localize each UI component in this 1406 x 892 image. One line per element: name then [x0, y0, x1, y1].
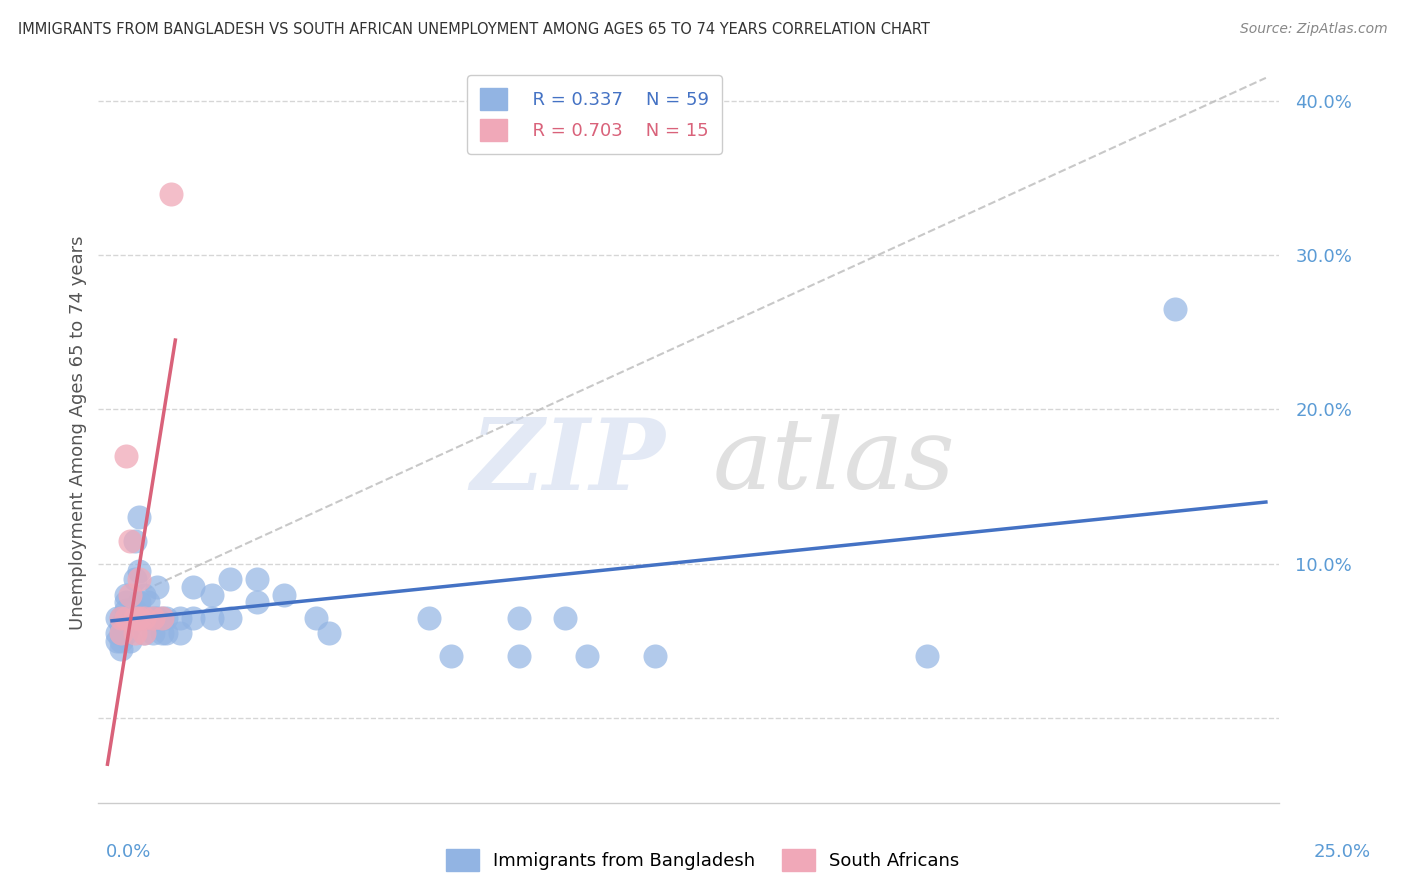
Point	[508, 649, 530, 664]
Text: ZIP: ZIP	[471, 414, 665, 510]
Point	[246, 595, 269, 609]
Point	[114, 626, 136, 640]
Point	[142, 610, 165, 624]
Point	[132, 626, 155, 640]
Y-axis label: Unemployment Among Ages 65 to 74 years: Unemployment Among Ages 65 to 74 years	[69, 235, 87, 630]
Point	[169, 626, 191, 640]
Point	[150, 626, 173, 640]
Point	[159, 186, 181, 201]
Legend:   R = 0.337    N = 59,   R = 0.703    N = 15: R = 0.337 N = 59, R = 0.703 N = 15	[467, 75, 721, 153]
Point	[128, 565, 150, 579]
Point	[440, 649, 463, 664]
Point	[218, 610, 240, 624]
Point	[124, 610, 146, 624]
Point	[114, 603, 136, 617]
Point	[915, 649, 938, 664]
Point	[418, 610, 440, 624]
Point	[110, 610, 132, 624]
Point	[120, 618, 142, 632]
Point	[150, 610, 173, 624]
Point	[120, 610, 142, 624]
Point	[128, 610, 150, 624]
Point	[200, 610, 222, 624]
Point	[246, 572, 269, 586]
Point	[136, 610, 159, 624]
Point	[136, 595, 159, 609]
Point	[110, 618, 132, 632]
Point	[132, 610, 155, 624]
Point	[114, 610, 136, 624]
Point	[155, 610, 177, 624]
Point	[114, 595, 136, 609]
Point	[553, 610, 575, 624]
Point	[200, 588, 222, 602]
Text: atlas: atlas	[713, 415, 955, 510]
Point	[576, 649, 599, 664]
Point	[105, 633, 128, 648]
Point	[128, 595, 150, 609]
Point	[114, 588, 136, 602]
Text: 0.0%: 0.0%	[105, 843, 150, 861]
Point	[183, 610, 205, 624]
Point	[132, 588, 155, 602]
Point	[132, 610, 155, 624]
Point	[124, 572, 146, 586]
Text: 25.0%: 25.0%	[1313, 843, 1371, 861]
Point	[120, 533, 142, 548]
Point	[110, 610, 132, 624]
Point	[218, 572, 240, 586]
Point	[128, 510, 150, 524]
Point	[169, 610, 191, 624]
Point	[120, 633, 142, 648]
Point	[304, 610, 326, 624]
Point	[1164, 302, 1187, 317]
Point	[128, 610, 150, 624]
Point	[150, 610, 173, 624]
Point	[110, 626, 132, 640]
Point	[124, 610, 146, 624]
Point	[146, 610, 169, 624]
Point	[146, 580, 169, 594]
Legend: Immigrants from Bangladesh, South Africans: Immigrants from Bangladesh, South Africa…	[439, 842, 967, 879]
Point	[142, 610, 165, 624]
Point	[124, 626, 146, 640]
Point	[105, 626, 128, 640]
Point	[120, 588, 142, 602]
Point	[124, 603, 146, 617]
Point	[132, 626, 155, 640]
Point	[644, 649, 666, 664]
Point	[110, 626, 132, 640]
Point	[110, 641, 132, 656]
Point	[183, 580, 205, 594]
Point	[105, 610, 128, 624]
Point	[110, 633, 132, 648]
Point	[273, 588, 295, 602]
Point	[114, 610, 136, 624]
Text: IMMIGRANTS FROM BANGLADESH VS SOUTH AFRICAN UNEMPLOYMENT AMONG AGES 65 TO 74 YEA: IMMIGRANTS FROM BANGLADESH VS SOUTH AFRI…	[18, 22, 931, 37]
Text: Source: ZipAtlas.com: Source: ZipAtlas.com	[1240, 22, 1388, 37]
Point	[124, 533, 146, 548]
Point	[155, 626, 177, 640]
Point	[128, 572, 150, 586]
Point	[508, 610, 530, 624]
Point	[318, 626, 340, 640]
Point	[114, 449, 136, 463]
Point	[142, 626, 165, 640]
